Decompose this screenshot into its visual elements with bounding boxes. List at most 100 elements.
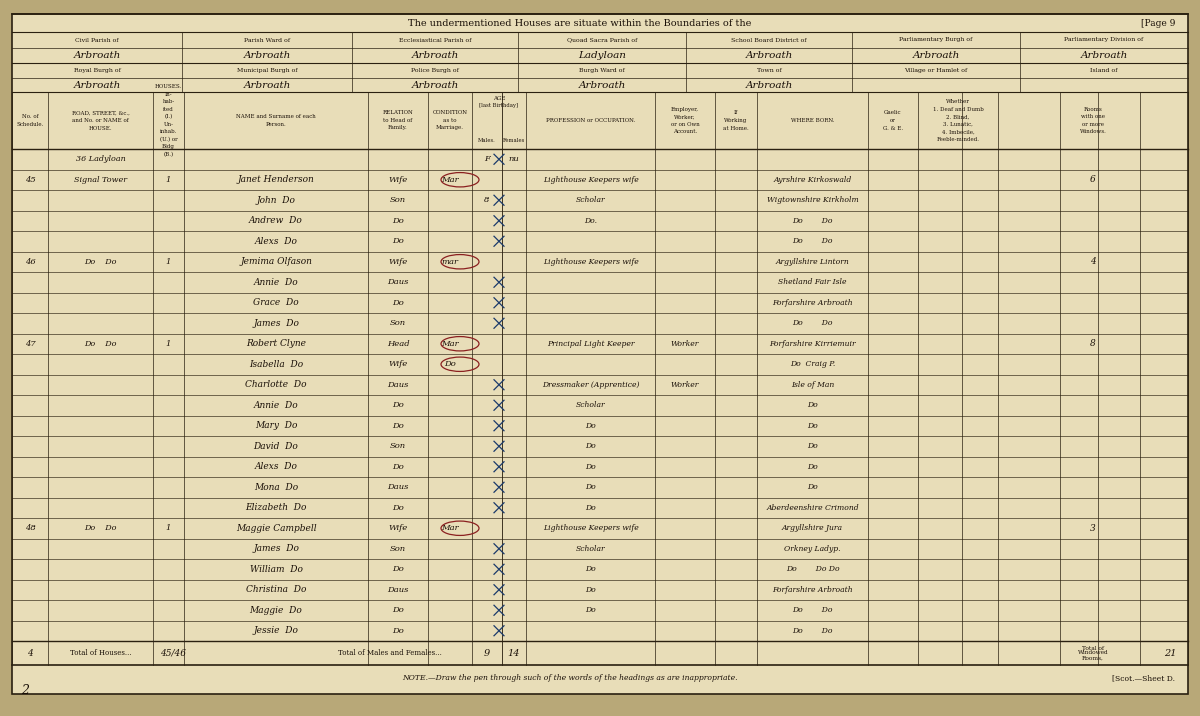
Text: with one: with one — [1081, 115, 1105, 120]
Text: Arbroath: Arbroath — [745, 80, 793, 90]
Text: Wife: Wife — [389, 360, 408, 368]
Text: Do: Do — [392, 463, 404, 470]
Text: 3. Lunatic,: 3. Lunatic, — [943, 122, 973, 127]
Text: Do: Do — [586, 504, 596, 512]
Text: Do: Do — [392, 401, 404, 410]
Text: 3: 3 — [1090, 523, 1096, 533]
Text: The undermentioned Houses are situate within the Boundaries of the: The undermentioned Houses are situate wi… — [408, 19, 751, 27]
Text: Scholar: Scholar — [576, 545, 605, 553]
Text: Mary  Do: Mary Do — [254, 421, 298, 430]
Text: Do        Do: Do Do — [792, 217, 833, 225]
Text: Son: Son — [390, 196, 406, 204]
Text: 45/46: 45/46 — [161, 649, 186, 657]
Text: [last Birthday]: [last Birthday] — [480, 102, 518, 107]
Text: 47: 47 — [25, 340, 35, 348]
Text: Do: Do — [392, 606, 404, 614]
Text: 36 Ladyloan: 36 Ladyloan — [76, 155, 125, 163]
Text: Orkney Ladyp.: Orkney Ladyp. — [785, 545, 841, 553]
Text: Village or Hamlet of: Village or Hamlet of — [905, 68, 967, 73]
Text: AGE: AGE — [493, 95, 505, 100]
Text: Christina  Do: Christina Do — [246, 585, 306, 594]
Text: Scholar: Scholar — [576, 196, 605, 204]
Text: Shetland Fair Isle: Shetland Fair Isle — [779, 279, 847, 286]
Text: 6: 6 — [1090, 175, 1096, 184]
Text: Total of Males and Females...: Total of Males and Females... — [338, 649, 442, 657]
Text: Do: Do — [586, 483, 596, 491]
Text: Maggie  Do: Maggie Do — [250, 606, 302, 615]
Text: Mona  Do: Mona Do — [254, 483, 298, 492]
Text: Aberdeenshire Crimond: Aberdeenshire Crimond — [766, 504, 859, 512]
Text: Dressmaker (Apprentice): Dressmaker (Apprentice) — [541, 381, 640, 389]
Text: ited: ited — [163, 107, 174, 112]
Text: Rooms,: Rooms, — [1082, 656, 1104, 660]
Text: Jemima Olfason: Jemima Olfason — [240, 257, 312, 266]
Text: Do: Do — [808, 401, 818, 410]
Text: Forfarshire Arbroath: Forfarshire Arbroath — [772, 299, 853, 306]
Text: G. & E.: G. & E. — [883, 125, 904, 130]
Text: 1: 1 — [166, 524, 172, 532]
Text: Isle of Man: Isle of Man — [791, 381, 834, 389]
Text: Marriage.: Marriage. — [436, 125, 464, 130]
Text: 1: 1 — [166, 340, 172, 348]
Text: 8: 8 — [485, 196, 490, 204]
Text: (B.): (B.) — [163, 152, 174, 157]
Text: Do: Do — [586, 422, 596, 430]
Text: Lighthouse Keepers wife: Lighthouse Keepers wife — [542, 524, 638, 532]
Text: Arbroath: Arbroath — [73, 51, 121, 60]
Text: Arbroath: Arbroath — [412, 80, 458, 90]
Text: Burgh Ward of: Burgh Ward of — [580, 68, 625, 73]
Text: PROFESSION or OCCUPATION.: PROFESSION or OCCUPATION. — [546, 118, 635, 123]
Text: Person.: Person. — [265, 122, 287, 127]
Text: Schedule.: Schedule. — [17, 122, 43, 127]
Text: James  Do: James Do — [253, 544, 299, 553]
Text: Wigtownshire Kirkholm: Wigtownshire Kirkholm — [767, 196, 858, 204]
Text: HOUSES.: HOUSES. — [155, 84, 182, 90]
Text: 2: 2 — [22, 684, 29, 697]
Text: 21: 21 — [1164, 649, 1176, 657]
Text: 8: 8 — [1090, 339, 1096, 348]
Text: Do: Do — [586, 463, 596, 470]
Text: (I.): (I.) — [164, 114, 173, 120]
Text: Do: Do — [392, 565, 404, 574]
Text: Municipal Burgh of: Municipal Burgh of — [236, 68, 298, 73]
Text: Ayrshire Kirkoswald: Ayrshire Kirkoswald — [773, 175, 852, 184]
Text: Windowed: Windowed — [1078, 651, 1109, 656]
Text: (U.) or: (U.) or — [160, 137, 178, 142]
Text: 4: 4 — [28, 649, 32, 657]
Text: Whether: Whether — [946, 100, 970, 105]
Text: Arbroath: Arbroath — [73, 80, 121, 90]
Text: Son: Son — [390, 319, 406, 327]
Text: F: F — [484, 155, 490, 163]
Text: David  Do: David Do — [253, 442, 299, 451]
Text: 46: 46 — [25, 258, 35, 266]
Text: Family.: Family. — [388, 125, 408, 130]
Text: CONDITION: CONDITION — [432, 110, 468, 115]
Text: Worker: Worker — [671, 381, 700, 389]
Text: School Board District of: School Board District of — [731, 37, 806, 42]
Text: Annie  Do: Annie Do — [253, 278, 299, 286]
Text: Do: Do — [392, 504, 404, 512]
Text: Daus: Daus — [388, 279, 409, 286]
Text: Jessie  Do: Jessie Do — [253, 626, 299, 635]
Text: Lighthouse Keepers wife: Lighthouse Keepers wife — [542, 175, 638, 184]
Text: Mar: Mar — [442, 340, 458, 348]
Text: Daus: Daus — [388, 586, 409, 594]
Text: WHERE BORN.: WHERE BORN. — [791, 118, 834, 123]
Text: Un-: Un- — [163, 122, 174, 127]
Text: Quoad Sacra Parish of: Quoad Sacra Parish of — [566, 37, 637, 42]
Text: hab-: hab- — [162, 100, 175, 105]
Text: inhab.: inhab. — [160, 130, 178, 135]
Text: Police Burgh of: Police Burgh of — [412, 68, 458, 73]
Text: Scholar: Scholar — [576, 401, 605, 410]
Text: Do: Do — [586, 442, 596, 450]
Text: Isabella  Do: Isabella Do — [248, 359, 304, 369]
Text: NAME and Surname of each: NAME and Surname of each — [236, 115, 316, 120]
Text: No. of: No. of — [22, 115, 38, 120]
Text: Males.: Males. — [478, 138, 496, 143]
Text: Alexs  Do: Alexs Do — [254, 237, 298, 246]
Text: Royal Burgh of: Royal Burgh of — [73, 68, 120, 73]
Text: If: If — [734, 110, 738, 115]
Text: or: or — [890, 118, 896, 123]
Text: Do: Do — [392, 422, 404, 430]
Text: Parish Ward of: Parish Ward of — [244, 37, 290, 42]
